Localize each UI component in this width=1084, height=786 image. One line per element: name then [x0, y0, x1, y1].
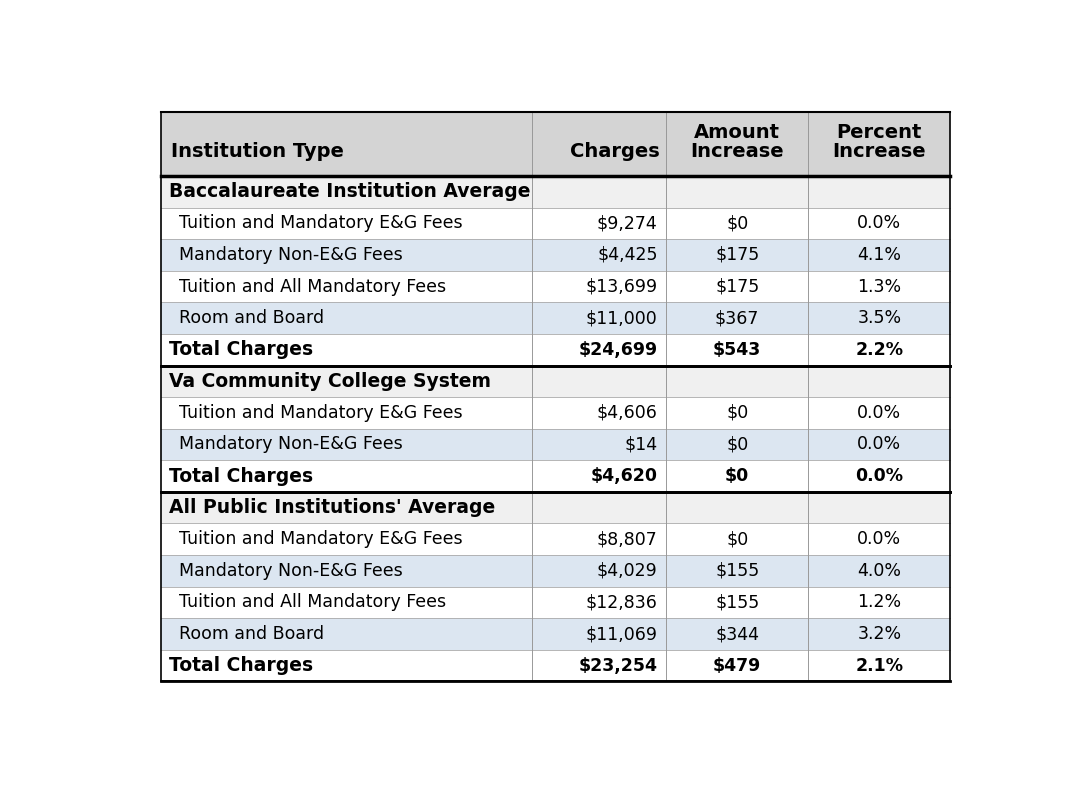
Text: $4,606: $4,606 — [597, 404, 658, 422]
Text: 2.1%: 2.1% — [855, 656, 903, 674]
Text: Tuition and Mandatory E&G Fees: Tuition and Mandatory E&G Fees — [179, 404, 463, 422]
Text: Increase: Increase — [691, 142, 784, 161]
Text: $9,274: $9,274 — [597, 215, 658, 233]
Text: $13,699: $13,699 — [585, 277, 658, 296]
Bar — [160, 523, 951, 555]
Text: Mandatory Non-E&G Fees: Mandatory Non-E&G Fees — [179, 435, 403, 454]
Text: All Public Institutions' Average: All Public Institutions' Average — [169, 498, 495, 517]
Bar — [160, 619, 951, 650]
Bar — [160, 428, 951, 461]
Bar — [160, 334, 951, 365]
Text: Amount: Amount — [694, 123, 780, 142]
Text: 3.2%: 3.2% — [857, 625, 902, 643]
Text: 4.1%: 4.1% — [857, 246, 901, 264]
Text: 0.0%: 0.0% — [855, 467, 903, 485]
Bar — [160, 365, 951, 397]
Text: $0: $0 — [725, 467, 749, 485]
Text: Total Charges: Total Charges — [169, 340, 313, 359]
Text: $0: $0 — [726, 531, 748, 549]
Text: Tuition and All Mandatory Fees: Tuition and All Mandatory Fees — [179, 593, 447, 612]
Bar — [160, 586, 951, 619]
Text: $367: $367 — [715, 309, 760, 327]
Text: $8,807: $8,807 — [597, 531, 658, 549]
Text: $11,069: $11,069 — [585, 625, 658, 643]
Text: Percent: Percent — [837, 123, 922, 142]
Text: $23,254: $23,254 — [579, 656, 658, 674]
Bar — [160, 650, 951, 681]
Text: Room and Board: Room and Board — [179, 309, 324, 327]
Text: $344: $344 — [715, 625, 759, 643]
Bar — [160, 555, 951, 586]
Text: Baccalaureate Institution Average: Baccalaureate Institution Average — [169, 182, 530, 201]
Text: 0.0%: 0.0% — [857, 215, 902, 233]
Text: $155: $155 — [715, 593, 759, 612]
Text: Va Community College System: Va Community College System — [169, 372, 491, 391]
Text: Institution Type: Institution Type — [171, 142, 344, 161]
Text: $4,425: $4,425 — [597, 246, 658, 264]
Text: $11,000: $11,000 — [586, 309, 658, 327]
Text: $479: $479 — [713, 656, 761, 674]
Text: $14: $14 — [624, 435, 658, 454]
Text: $4,029: $4,029 — [597, 562, 658, 580]
Bar — [160, 112, 951, 176]
Text: 0.0%: 0.0% — [857, 435, 902, 454]
Text: Mandatory Non-E&G Fees: Mandatory Non-E&G Fees — [179, 246, 403, 264]
Text: Tuition and Mandatory E&G Fees: Tuition and Mandatory E&G Fees — [179, 531, 463, 549]
Text: $0: $0 — [726, 215, 748, 233]
Bar — [160, 397, 951, 428]
Text: 1.2%: 1.2% — [857, 593, 902, 612]
Text: $0: $0 — [726, 435, 748, 454]
Text: Mandatory Non-E&G Fees: Mandatory Non-E&G Fees — [179, 562, 403, 580]
Text: 0.0%: 0.0% — [857, 531, 902, 549]
Text: 0.0%: 0.0% — [857, 404, 902, 422]
Bar — [160, 492, 951, 523]
Text: Room and Board: Room and Board — [179, 625, 324, 643]
Text: $12,836: $12,836 — [585, 593, 658, 612]
Text: $543: $543 — [713, 341, 761, 358]
Text: $155: $155 — [715, 562, 759, 580]
Text: Increase: Increase — [833, 142, 926, 161]
Text: 2.2%: 2.2% — [855, 341, 903, 358]
Text: Total Charges: Total Charges — [169, 467, 313, 486]
Text: $0: $0 — [726, 404, 748, 422]
Text: Total Charges: Total Charges — [169, 656, 313, 675]
Text: $24,699: $24,699 — [579, 341, 658, 358]
Text: $4,620: $4,620 — [591, 467, 658, 485]
Text: 3.5%: 3.5% — [857, 309, 902, 327]
Bar — [160, 271, 951, 303]
Text: Tuition and Mandatory E&G Fees: Tuition and Mandatory E&G Fees — [179, 215, 463, 233]
Text: 1.3%: 1.3% — [857, 277, 902, 296]
Text: $175: $175 — [715, 246, 759, 264]
Bar — [160, 208, 951, 239]
Text: 4.0%: 4.0% — [857, 562, 901, 580]
Text: $175: $175 — [715, 277, 759, 296]
Text: All Public Institutions' Average: All Public Institutions' Average — [169, 498, 495, 517]
Text: Tuition and All Mandatory Fees: Tuition and All Mandatory Fees — [179, 277, 447, 296]
Bar — [160, 303, 951, 334]
Bar — [160, 461, 951, 492]
Bar — [160, 239, 951, 271]
Text: Charges: Charges — [569, 142, 659, 161]
Bar — [160, 176, 951, 208]
